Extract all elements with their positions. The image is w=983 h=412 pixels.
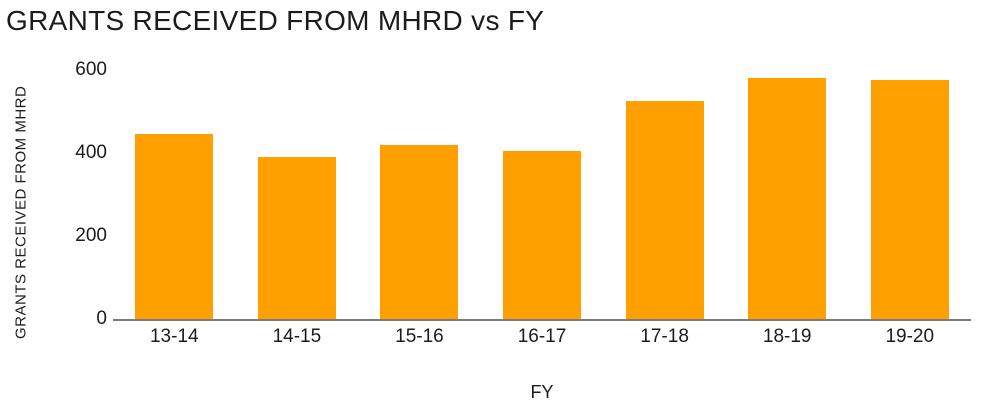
x-tick-label-17-18: 17-18 [640, 326, 689, 347]
bar-slot [603, 101, 726, 319]
bar-slot [726, 78, 849, 319]
bar-slot [358, 144, 481, 319]
bar-15-16 [380, 144, 459, 319]
x-tick-label-14-15: 14-15 [272, 326, 322, 347]
bar-slot [113, 134, 236, 319]
plot-area [113, 70, 971, 321]
y-tick-label-200: 200 [75, 225, 107, 246]
bar-16-17 [503, 150, 582, 319]
x-tick-label-18-19: 18-19 [762, 326, 812, 347]
x-tick-label-16-17: 16-17 [517, 326, 567, 347]
chart-title: GRANTS RECEIVED FROM MHRD vs FY [6, 5, 545, 36]
y-tick-label-0: 0 [96, 308, 107, 329]
x-axis-tick-labels: 13-14 14-15 15-16 16-17 17-18 18-19 19-20 [113, 326, 971, 348]
bar-slot [848, 79, 971, 319]
bar-13-14 [135, 134, 214, 319]
x-tick-label-15-16: 15-16 [395, 326, 444, 347]
x-axis-title: FY [530, 382, 554, 402]
x-tick-label-13-14: 13-14 [149, 326, 199, 347]
bar-14-15 [257, 157, 336, 319]
bar-18-19 [748, 78, 827, 319]
bar-17-18 [625, 101, 704, 319]
x-tick-label-19-20: 19-20 [885, 326, 935, 347]
y-tick-label-400: 400 [75, 142, 107, 163]
y-tick-label-600: 600 [75, 59, 107, 80]
bar-19-20 [870, 79, 949, 319]
bar-slot [236, 157, 359, 319]
y-axis-tick-labels: 0 200 400 600 [0, 59, 107, 329]
bar-slot [481, 150, 604, 319]
